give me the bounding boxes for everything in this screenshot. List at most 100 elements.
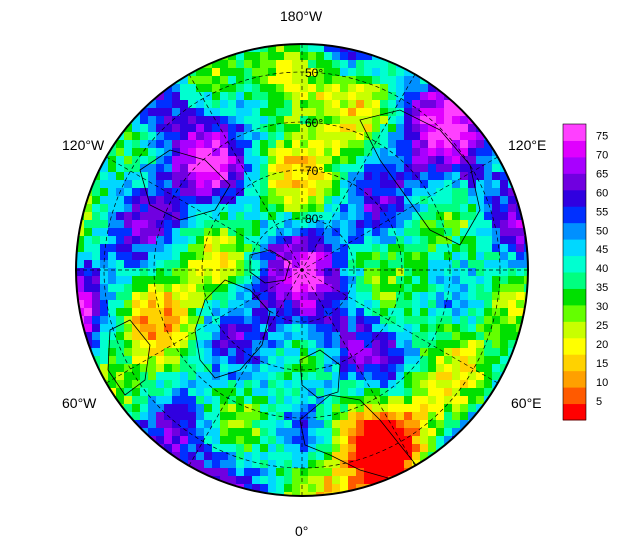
data-cell xyxy=(484,164,493,173)
data-cell xyxy=(284,364,293,373)
data-cell xyxy=(268,340,277,349)
data-cell xyxy=(124,292,133,301)
data-cell xyxy=(380,92,389,101)
data-cell xyxy=(228,196,237,205)
data-cell xyxy=(284,244,293,253)
data-cell xyxy=(260,252,269,261)
data-cell xyxy=(204,268,213,277)
data-cell xyxy=(164,108,173,117)
data-cell xyxy=(332,204,341,213)
data-cell xyxy=(324,268,333,277)
data-cell xyxy=(196,300,205,309)
data-cell xyxy=(324,404,333,413)
data-cell xyxy=(484,276,493,285)
lon-label-120w: 120°W xyxy=(62,137,105,153)
data-cell xyxy=(148,300,157,309)
data-cell xyxy=(380,60,389,69)
data-cell xyxy=(332,452,341,461)
data-cell xyxy=(204,348,213,357)
data-cell xyxy=(148,404,157,413)
data-cell xyxy=(444,316,453,325)
data-cell xyxy=(444,372,453,381)
data-cell xyxy=(500,188,509,197)
data-cell xyxy=(356,108,365,117)
data-cell xyxy=(180,140,189,149)
data-cell xyxy=(284,100,293,109)
data-cell xyxy=(148,124,157,133)
data-cell xyxy=(468,204,477,213)
data-cell xyxy=(380,380,389,389)
data-cell xyxy=(292,44,301,53)
data-cell xyxy=(212,356,221,365)
data-cell xyxy=(236,132,245,141)
data-cell xyxy=(348,404,357,413)
data-cell xyxy=(228,228,237,237)
data-cell xyxy=(108,268,117,277)
data-cell xyxy=(188,60,197,69)
data-cell xyxy=(204,388,213,397)
data-cell xyxy=(172,364,181,373)
data-cell xyxy=(316,300,325,309)
data-cell xyxy=(420,412,429,421)
data-cell xyxy=(156,340,165,349)
data-cell xyxy=(156,188,165,197)
data-cell xyxy=(332,220,341,229)
data-cell xyxy=(412,140,421,149)
data-cell xyxy=(172,140,181,149)
data-cell xyxy=(196,100,205,109)
data-cell xyxy=(308,92,317,101)
data-cell xyxy=(348,428,357,437)
data-cell xyxy=(148,364,157,373)
data-cell xyxy=(500,172,509,181)
data-cell xyxy=(516,212,525,221)
data-cell xyxy=(324,284,333,293)
data-cell xyxy=(468,148,477,157)
data-cell xyxy=(228,60,237,69)
data-cell xyxy=(156,124,165,133)
data-cell xyxy=(452,292,461,301)
data-cell xyxy=(268,476,277,485)
data-cell xyxy=(116,340,125,349)
data-cell xyxy=(516,292,525,301)
data-cell xyxy=(508,284,517,293)
data-cell xyxy=(332,308,341,317)
data-cell xyxy=(116,412,125,421)
data-cell xyxy=(220,68,229,77)
data-cell xyxy=(132,140,141,149)
data-cell xyxy=(300,52,309,61)
data-cell xyxy=(428,140,437,149)
data-cell xyxy=(180,428,189,437)
data-cell xyxy=(164,140,173,149)
data-cell xyxy=(428,380,437,389)
data-cell xyxy=(340,180,349,189)
data-cell xyxy=(236,92,245,101)
data-cell xyxy=(284,276,293,285)
data-cell xyxy=(428,332,437,341)
data-cell xyxy=(220,340,229,349)
data-cell xyxy=(228,300,237,309)
data-cell xyxy=(268,364,277,373)
data-cell xyxy=(172,204,181,213)
data-cell xyxy=(276,164,285,173)
data-cell xyxy=(468,196,477,205)
data-cell xyxy=(108,236,117,245)
data-cell xyxy=(204,364,213,373)
data-cell xyxy=(212,404,221,413)
data-cell xyxy=(268,140,277,149)
data-cell xyxy=(420,436,429,445)
data-cell xyxy=(292,348,301,357)
data-cell xyxy=(388,404,397,413)
data-cell xyxy=(412,260,421,269)
data-cell xyxy=(324,380,333,389)
data-cell xyxy=(268,68,277,77)
data-cell xyxy=(108,196,117,205)
data-cell xyxy=(276,340,285,349)
data-cell xyxy=(276,316,285,325)
data-cell xyxy=(196,172,205,181)
data-cell xyxy=(476,260,485,269)
data-cell xyxy=(388,196,397,205)
data-cell xyxy=(316,212,325,221)
data-cell xyxy=(276,212,285,221)
data-cell xyxy=(236,348,245,357)
data-cell xyxy=(204,188,213,197)
